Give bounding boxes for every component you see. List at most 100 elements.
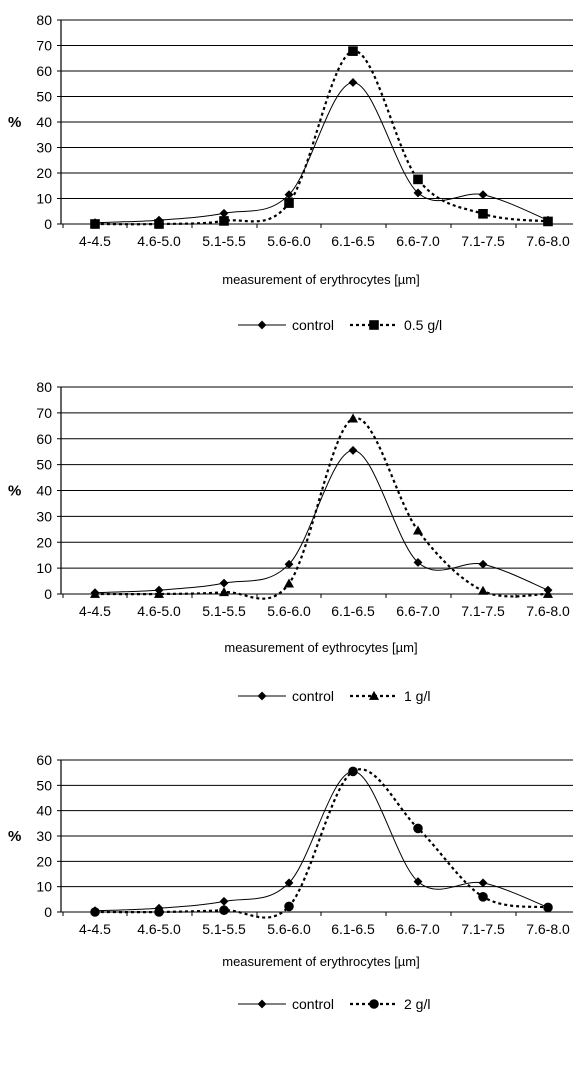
x-tick-label: 7.6-8.0 — [526, 921, 570, 937]
data-point-circle — [90, 907, 100, 917]
y-tick-label: 20 — [36, 534, 52, 550]
data-point-circle — [284, 901, 294, 912]
legend: control 1 g/l — [238, 688, 430, 704]
x-tick-label: 6.6-7.0 — [396, 233, 440, 249]
series-line-2 — [94, 768, 549, 919]
data-point-diamond — [219, 896, 229, 906]
y-tick-label: 20 — [36, 165, 52, 181]
y-tick-label: 70 — [36, 405, 52, 421]
x-tick-labels: 4-4.5 4.6-5.0 5.1-5.5 5.6-6.0 6.1-6.5 6.6-7.0… — [62, 224, 570, 249]
data-point-square — [478, 209, 488, 219]
series-triangle — [89, 413, 554, 600]
y-tick-label: 30 — [36, 140, 52, 156]
data-point-diamond — [413, 877, 423, 887]
data-point-triangle — [283, 578, 295, 588]
data-point-diamond — [478, 559, 488, 569]
data-point-square — [413, 174, 423, 185]
y-tick-label: 50 — [36, 457, 52, 473]
y-tick-label: 30 — [36, 828, 52, 844]
data-point-diamond — [219, 208, 229, 218]
x-tick-label: 6.6-7.0 — [396, 921, 440, 937]
y-tick-label: 10 — [36, 191, 52, 207]
y-tick-label: 0 — [44, 216, 52, 232]
legend-marker-treatment — [369, 999, 379, 1009]
x-tick-label: 4-4.5 — [79, 603, 111, 619]
x-tick-label: 4.6-5.0 — [137, 233, 181, 249]
x-tick-label: 5.6-6.0 — [267, 921, 311, 937]
data-point-square — [219, 216, 229, 226]
series-line-2 — [94, 50, 549, 226]
x-axis-label: measurement of erythrocytes [µm] — [222, 954, 420, 969]
gridlines — [57, 759, 573, 913]
x-tick-label: 6.1-6.5 — [331, 921, 375, 937]
gridlines — [57, 19, 573, 225]
x-tick-label: 7.6-8.0 — [526, 233, 570, 249]
legend-marker-control — [257, 999, 267, 1009]
data-point-diamond — [284, 878, 294, 888]
data-point-diamond — [348, 78, 358, 87]
y-tick-label: 50 — [36, 89, 52, 105]
y-tick-labels: 0 10 20 30 40 50 60 — [36, 752, 52, 920]
series-line-2 — [94, 417, 549, 600]
y-tick-label: 60 — [36, 63, 52, 79]
legend-label-treatment: 1 g/l — [404, 688, 430, 704]
data-point-triangle — [218, 587, 230, 597]
legend-label-treatment: 0.5 g/l — [404, 317, 442, 333]
data-point-triangle — [542, 588, 554, 598]
y-tick-label: 60 — [36, 431, 52, 447]
legend: control 0.5 g/l — [238, 317, 442, 333]
y-tick-label: 80 — [36, 12, 52, 28]
data-point-square — [284, 198, 294, 208]
series-square — [90, 46, 553, 229]
data-point-diamond — [478, 190, 488, 200]
data-point-circle — [219, 905, 229, 916]
x-axis-label: measurement of eythrocytes [µm] — [224, 640, 417, 655]
x-tick-label: 5.1-5.5 — [202, 603, 246, 619]
x-tick-label: 4.6-5.0 — [137, 603, 181, 619]
data-point-square — [90, 219, 100, 229]
y-axis-label: % — [8, 828, 21, 845]
data-point-square — [154, 219, 164, 229]
x-axis-label: measurement of erythrocytes [µm] — [222, 272, 420, 287]
data-point-circle — [348, 766, 358, 777]
data-point-triangle — [412, 525, 424, 535]
y-tick-label: 60 — [36, 752, 52, 768]
data-point-triangle — [477, 585, 489, 595]
x-tick-labels: 4-4.5 4.6-5.0 5.1-5.5 5.6-6.0 6.1-6.5 6.6-7.0… — [62, 912, 570, 937]
x-tick-label: 4-4.5 — [79, 921, 111, 937]
y-tick-label: 70 — [36, 38, 52, 54]
series-diamond — [90, 78, 553, 228]
x-tick-label: 7.1-7.5 — [461, 603, 505, 619]
data-point-triangle — [347, 413, 359, 423]
y-tick-labels: 0 10 20 30 40 50 60 70 80 — [36, 12, 52, 232]
series-diamond — [90, 445, 553, 598]
x-tick-label: 6.1-6.5 — [331, 603, 375, 619]
legend-label-control: control — [292, 996, 334, 1012]
series-circle — [90, 766, 553, 919]
chart-3: 0 10 20 30 40 50 60% 4-4.5 4.6-5.0 5.1-5.5 5.6-6.0… — [8, 752, 573, 1012]
series-line-1 — [94, 449, 549, 594]
y-tick-label: 10 — [36, 560, 52, 576]
x-tick-label: 7.1-7.5 — [461, 921, 505, 937]
data-point-diamond — [284, 559, 294, 569]
y-tick-label: 0 — [44, 586, 52, 602]
series-line-1 — [94, 770, 549, 912]
x-tick-label: 7.6-8.0 — [526, 603, 570, 619]
legend-label-treatment: 2 g/l — [404, 996, 430, 1012]
y-tick-label: 10 — [36, 879, 52, 895]
legend-label-control: control — [292, 317, 334, 333]
x-tick-label: 4.6-5.0 — [137, 921, 181, 937]
y-axis-label: % — [8, 114, 21, 131]
y-tick-label: 40 — [36, 803, 52, 819]
x-tick-label: 4-4.5 — [79, 233, 111, 249]
legend-label-control: control — [292, 688, 334, 704]
x-tick-label: 5.1-5.5 — [202, 921, 246, 937]
y-tick-label: 40 — [36, 483, 52, 499]
y-tick-label: 20 — [36, 853, 52, 869]
data-point-circle — [413, 823, 423, 834]
data-point-diamond — [413, 558, 423, 567]
series-line-1 — [94, 81, 549, 224]
data-point-circle — [543, 902, 553, 913]
legend-marker-control — [257, 320, 267, 330]
